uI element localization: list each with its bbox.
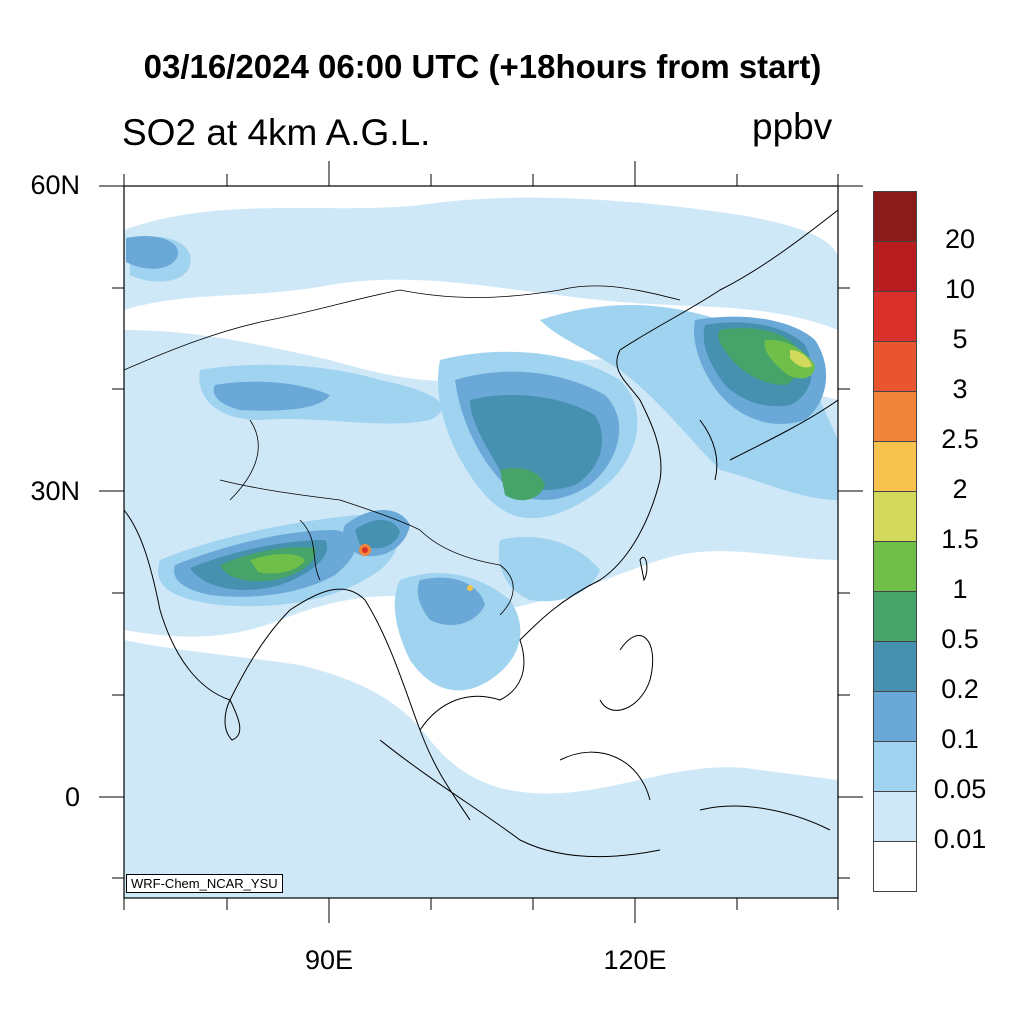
variable-subtitle: SO2 at 4km A.G.L. [122, 112, 431, 153]
legend-swatch [873, 491, 917, 542]
legend-label: 2.5 [941, 424, 979, 454]
legend-label: 0.5 [941, 624, 979, 654]
lat-label-0: 0 [64, 782, 80, 812]
units-label: ppbv [752, 106, 833, 147]
legend-swatch [873, 541, 917, 592]
legend-label: 0.05 [933, 774, 987, 804]
lon-label-90e: 90E [304, 945, 354, 975]
legend-swatch [873, 591, 917, 642]
legend-label: 1 [952, 574, 968, 604]
coastlines [124, 209, 838, 858]
legend-swatch [873, 741, 917, 792]
legend-swatch [873, 241, 917, 292]
legend-swatch [873, 691, 917, 742]
country-borders [124, 285, 681, 616]
lat-label-60n: 60N [30, 170, 80, 200]
legend-label: 0.01 [933, 824, 987, 854]
legend-swatch [873, 441, 917, 492]
legend-label: 20 [944, 224, 976, 254]
legend-label: 0.1 [941, 724, 979, 754]
hotspot-layer [359, 544, 473, 591]
legend-label: 3 [952, 374, 968, 404]
plume-1-layer [250, 339, 815, 574]
model-tag: WRF-Chem_NCAR_YSU [126, 874, 283, 893]
plume-1.5-layer [790, 350, 812, 368]
legend-label: 10 [944, 274, 976, 304]
legend-swatch [873, 791, 917, 842]
lat-label-30n: 30N [30, 476, 80, 506]
legend-swatch [873, 841, 917, 892]
legend-label: 2 [952, 474, 968, 504]
legend-label: 5 [952, 324, 968, 354]
legend-swatch [873, 341, 917, 392]
lon-label-120e: 120E [603, 945, 667, 975]
map-title: 03/16/2024 06:00 UTC (+18hours from star… [143, 48, 822, 85]
legend-label: 1.5 [941, 524, 979, 554]
legend-swatch [873, 191, 917, 242]
axis-ticks [99, 161, 863, 923]
legend-swatch [873, 391, 917, 442]
legend-swatch [873, 641, 917, 692]
legend-swatch [873, 291, 917, 342]
color-legend [873, 191, 917, 892]
legend-label: 0.2 [941, 674, 979, 704]
concentration-field [124, 186, 838, 898]
